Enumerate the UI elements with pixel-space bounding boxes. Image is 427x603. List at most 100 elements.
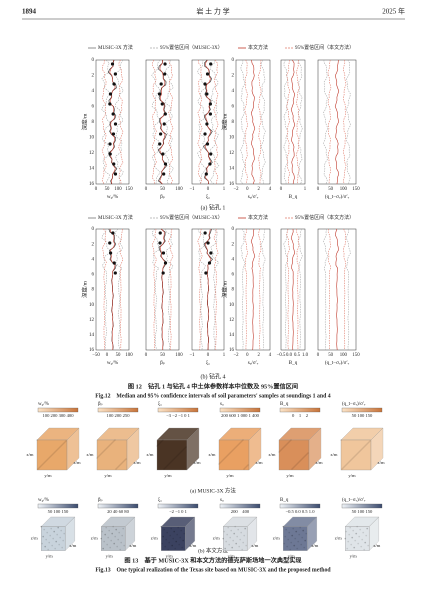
texture — [227, 526, 229, 529]
x-axis-label: sᵤ/σ′ᵥ — [248, 194, 259, 200]
texture — [49, 456, 51, 458]
plot-frame — [191, 59, 225, 185]
texture — [112, 441, 114, 443]
axis-label: x/m — [133, 460, 141, 465]
texture — [36, 439, 38, 441]
texture — [59, 446, 61, 448]
curve — [286, 59, 291, 185]
texture — [354, 455, 356, 457]
x-tick-label: 100 — [125, 353, 133, 358]
texture — [367, 442, 369, 444]
depth-tick-label: 12 — [89, 151, 95, 156]
colorbar-label: (q_t−σᵥ)/σ′ᵥ — [342, 498, 366, 503]
texture — [360, 449, 362, 451]
texture — [348, 461, 350, 463]
sample-point — [203, 231, 207, 235]
texture — [119, 464, 121, 466]
cube-side — [66, 427, 80, 471]
cube-front — [345, 526, 370, 551]
sample-point — [113, 72, 117, 76]
axis-label: y/m — [164, 473, 172, 478]
texture — [116, 545, 118, 548]
sample-point — [109, 251, 113, 255]
x-axis-label: βₚ — [160, 360, 165, 366]
texture — [159, 442, 161, 444]
texture — [106, 447, 108, 449]
texture — [112, 525, 114, 528]
curve — [209, 59, 220, 185]
texture — [231, 546, 233, 549]
cube-side — [126, 427, 140, 471]
legend-label: MUSIC-3X 方法 — [98, 214, 133, 221]
colorbar-label: B_q — [280, 498, 289, 503]
axis-label: x/m — [311, 543, 319, 548]
texture — [361, 538, 364, 541]
x-tick-label: 1 — [223, 187, 226, 192]
texture — [116, 467, 118, 469]
texture — [179, 452, 181, 454]
texture — [170, 527, 172, 530]
texture — [41, 542, 43, 545]
texture — [99, 454, 101, 456]
texture — [106, 543, 108, 546]
texture — [40, 525, 42, 528]
depth-tick-label: 2 — [92, 74, 95, 79]
texture — [350, 543, 353, 546]
subcaption: (b) 钻孔 4 — [201, 372, 226, 380]
figure-caption: 图 12 钻孔 1 与钻孔 4 中土体参数样本中位数及 95%置信区间 — [128, 382, 298, 390]
texture — [54, 547, 56, 550]
texture — [107, 446, 109, 448]
texture — [104, 449, 106, 451]
texture — [63, 442, 65, 444]
texture — [38, 467, 40, 469]
axis-label: y/m — [104, 473, 112, 478]
curve — [327, 59, 332, 184]
texture — [183, 448, 185, 450]
texture — [229, 452, 231, 454]
cube-front — [156, 439, 188, 471]
texture — [62, 539, 64, 542]
figure-caption: Fig.13 One typical realization of the Te… — [95, 567, 331, 573]
sample-point — [203, 82, 207, 86]
x-tick-label: 50 — [105, 187, 110, 192]
x-tick-label: 50 — [328, 353, 333, 358]
texture — [50, 527, 52, 530]
texture — [60, 445, 62, 447]
texture — [283, 542, 286, 545]
texture — [288, 441, 290, 443]
x-tick-label: 0.5 — [294, 353, 301, 358]
sample-point — [160, 102, 164, 106]
colorbar-ticks: 200 600 1 000 1 400 — [221, 413, 260, 418]
texture — [353, 456, 355, 458]
axis-label: z/m — [151, 536, 158, 541]
sample-point — [205, 142, 210, 146]
sample-point — [161, 251, 166, 255]
depth-tick-label: 6 — [232, 105, 235, 110]
texture — [167, 548, 169, 551]
x-tick-label: 100 — [175, 353, 183, 358]
colorbar — [341, 407, 383, 413]
texture — [157, 444, 159, 446]
texture — [282, 447, 284, 449]
sample-point — [108, 241, 112, 245]
texture — [160, 525, 162, 528]
depth-tick-label: 0 — [92, 58, 95, 63]
texture — [341, 468, 343, 470]
texture — [101, 452, 103, 454]
texture — [56, 533, 58, 536]
texture — [169, 534, 171, 537]
texture — [241, 440, 243, 442]
texture — [244, 527, 246, 530]
texture — [348, 533, 351, 536]
x-tick-label: −1 — [189, 353, 195, 358]
texture — [166, 531, 168, 534]
texture — [117, 538, 119, 541]
texture — [224, 547, 226, 550]
texture — [57, 526, 59, 529]
texture — [365, 444, 367, 446]
sample-point — [110, 62, 115, 66]
texture — [293, 466, 295, 468]
texture — [356, 525, 359, 528]
texture — [51, 544, 53, 547]
depth-tick-label: 14 — [229, 333, 235, 338]
